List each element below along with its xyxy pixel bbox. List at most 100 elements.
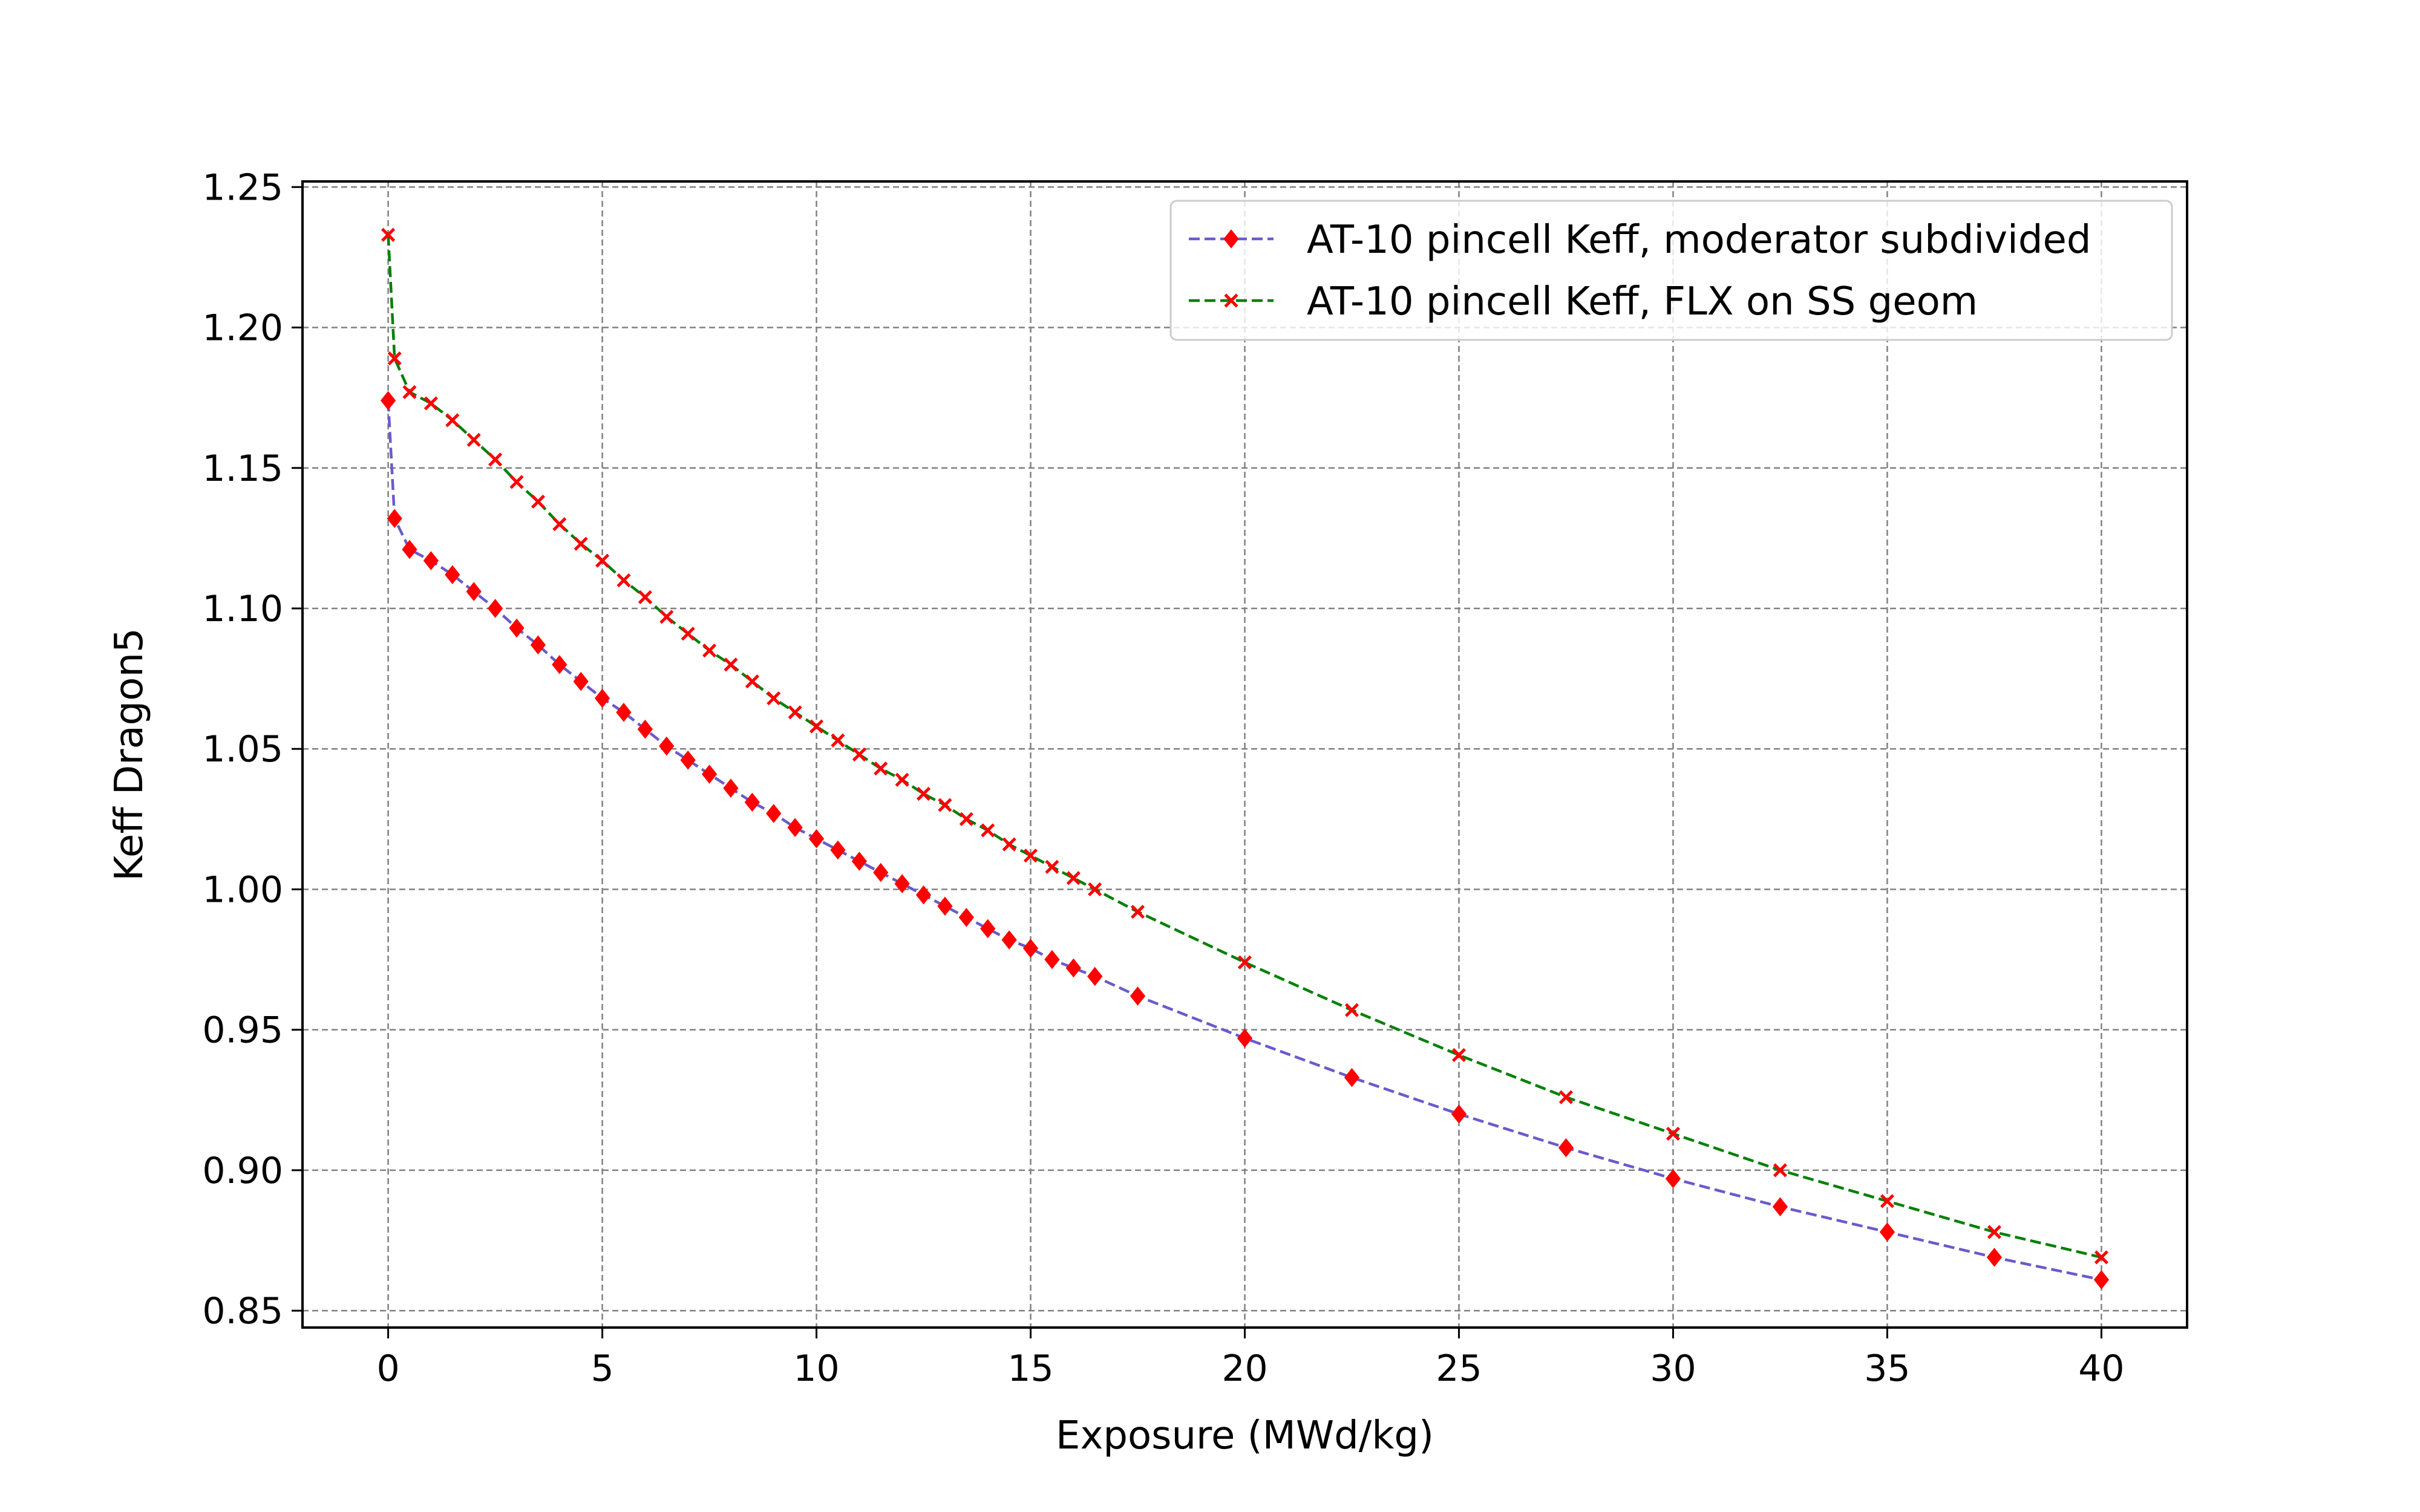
data-point	[402, 385, 417, 399]
data-point	[1558, 1090, 1574, 1104]
data-point	[980, 919, 996, 939]
data-point	[809, 719, 824, 734]
data-point	[509, 618, 525, 638]
data-point	[1066, 871, 1081, 885]
y-axis-title: Keff Dragon5	[107, 628, 152, 881]
data-point	[744, 792, 760, 812]
data-point	[1987, 1225, 2001, 1239]
data-point	[488, 452, 503, 467]
data-point	[595, 553, 610, 568]
data-point	[808, 829, 825, 849]
data-point	[1237, 1028, 1253, 1048]
data-point	[874, 761, 888, 776]
legend-label: AT-10 pincell Keff, FLX on SS geom	[1307, 279, 1978, 324]
data-point	[402, 539, 417, 559]
x-axis-title: Exposure (MWd/kg)	[1056, 1413, 1434, 1458]
y-tick-label: 1.20	[202, 307, 283, 350]
legend: AT-10 pincell Keff, moderator subdivided…	[1169, 200, 2173, 341]
data-point	[766, 804, 782, 823]
data-point	[659, 610, 674, 624]
data-point	[637, 719, 653, 739]
data-point	[959, 812, 973, 826]
data-point	[659, 736, 675, 756]
data-point	[1130, 986, 1146, 1006]
y-tick-label: 0.90	[202, 1150, 283, 1192]
data-point	[937, 896, 953, 916]
data-point	[1880, 1194, 1894, 1208]
x-tick-label: 35	[1864, 1347, 1910, 1390]
y-tick-label: 1.10	[202, 588, 283, 630]
x-tick-label: 10	[793, 1347, 839, 1390]
data-point	[702, 644, 717, 658]
data-point	[723, 778, 739, 798]
data-point	[573, 671, 589, 691]
data-point	[1022, 939, 1039, 958]
legend-box	[1169, 200, 2173, 341]
data-point	[1773, 1163, 1788, 1178]
legend-label: AT-10 pincell Keff, moderator subdivided	[1307, 218, 2091, 262]
data-point	[701, 764, 718, 784]
y-tick-label: 1.25	[202, 166, 283, 209]
data-point	[1451, 1104, 1467, 1124]
data-point	[1023, 849, 1038, 863]
data-point	[681, 627, 695, 641]
data-point	[387, 351, 402, 366]
data-point	[509, 475, 524, 489]
y-tick-label: 1.00	[202, 868, 283, 911]
data-point	[1002, 837, 1016, 852]
series-2	[381, 227, 2108, 1265]
x-tick-label: 40	[2078, 1347, 2124, 1390]
data-point	[745, 674, 759, 689]
data-point	[830, 840, 846, 860]
plot-series	[380, 227, 2110, 1289]
x-tick-label: 25	[1436, 1347, 1482, 1390]
data-point	[552, 517, 567, 532]
data-point	[466, 582, 482, 601]
data-point	[1237, 955, 1252, 969]
axis-ticks: 0 5 10 15 20 25 30 35 40 0.85 0.90 0.95 1.00 1.05 1.10…	[202, 166, 2124, 1390]
data-point	[1065, 958, 1081, 978]
data-point	[531, 494, 545, 509]
data-point	[938, 798, 952, 812]
data-point	[852, 747, 866, 762]
data-point	[1087, 966, 1103, 986]
data-point	[1344, 1067, 1360, 1087]
data-point	[1344, 1003, 1359, 1017]
data-point	[680, 750, 696, 770]
data-point	[381, 227, 396, 242]
data-point	[895, 772, 909, 787]
data-point	[423, 551, 439, 570]
data-point	[445, 413, 460, 428]
legend-marker	[1223, 229, 1239, 249]
data-point	[1088, 882, 1102, 897]
data-point	[530, 635, 546, 655]
data-point	[1130, 905, 1145, 919]
data-point	[1044, 950, 1060, 969]
data-point	[466, 432, 481, 447]
data-point	[1986, 1248, 2003, 1267]
x-tick-label: 0	[376, 1347, 399, 1390]
y-tick-label: 1.15	[202, 448, 283, 490]
y-tick-label: 0.95	[202, 1009, 283, 1052]
data-point	[958, 908, 974, 927]
data-point	[916, 786, 931, 801]
data-point	[616, 573, 631, 588]
legend-entry: AT-10 pincell Keff, moderator subdivided	[1189, 218, 2091, 262]
x-tick-label: 30	[1650, 1347, 1696, 1390]
data-point	[787, 818, 803, 838]
data-point	[1558, 1138, 1574, 1158]
data-point	[638, 590, 652, 604]
legend-marker	[1224, 293, 1238, 308]
data-point	[767, 691, 781, 706]
data-point	[616, 703, 632, 722]
data-point	[831, 733, 845, 748]
data-point	[1665, 1169, 1681, 1188]
data-point	[915, 885, 932, 905]
data-point	[387, 509, 402, 529]
data-point	[1772, 1197, 1788, 1217]
y-tick-label: 0.85	[202, 1290, 283, 1332]
data-point	[724, 657, 738, 672]
series-1	[380, 391, 2110, 1289]
data-point	[1451, 1048, 1467, 1063]
data-point	[1045, 859, 1059, 874]
